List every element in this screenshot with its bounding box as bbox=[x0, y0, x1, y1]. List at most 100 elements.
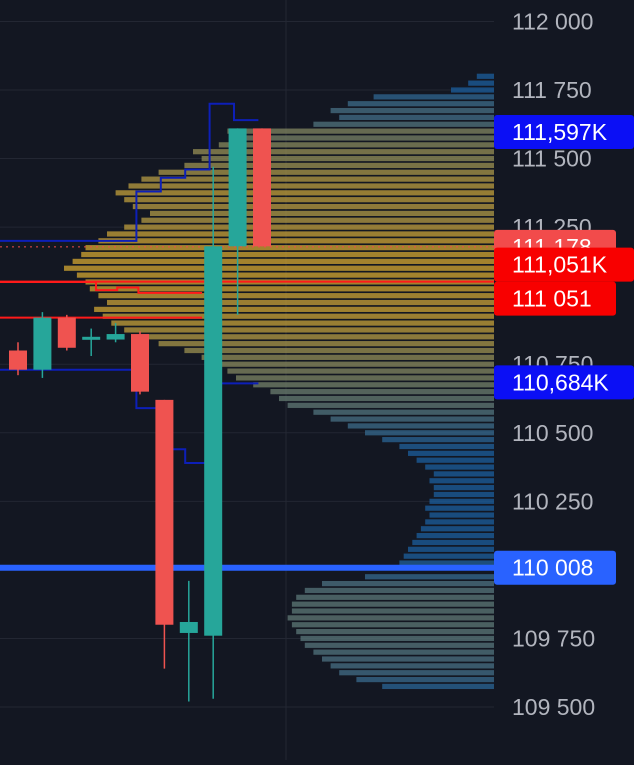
profile-bar bbox=[416, 533, 494, 539]
profile-bar bbox=[304, 587, 494, 594]
profile-bar bbox=[399, 443, 494, 450]
profile-bar bbox=[433, 471, 494, 477]
profile-bar bbox=[214, 361, 494, 367]
profile-bar bbox=[425, 505, 494, 511]
profile-bar bbox=[403, 553, 494, 559]
profile-bar bbox=[150, 210, 494, 216]
volume-profile bbox=[64, 73, 495, 690]
profile-bar bbox=[141, 176, 494, 182]
profile-bar bbox=[339, 670, 494, 676]
profile-bar bbox=[429, 512, 494, 518]
axis-tick-label: 109 750 bbox=[512, 625, 595, 651]
profile-bar bbox=[72, 258, 494, 264]
upper-channel-line bbox=[0, 102, 259, 242]
price-label-bg bbox=[494, 365, 634, 400]
profile-bar bbox=[433, 491, 494, 498]
candle-body[interactable] bbox=[82, 336, 101, 340]
profile-bar bbox=[81, 251, 494, 258]
axis-tick-label: 111 750 bbox=[512, 77, 592, 103]
profile-bar bbox=[322, 581, 494, 587]
profile-bar bbox=[304, 642, 494, 648]
profile-bar bbox=[193, 149, 494, 155]
profile-bar bbox=[322, 656, 494, 662]
profile-bar bbox=[107, 231, 494, 237]
axis-tick-label: 111 500 bbox=[512, 146, 592, 172]
profile-bar bbox=[300, 635, 494, 642]
profile-bar bbox=[287, 615, 494, 621]
price-label-bg bbox=[494, 550, 616, 585]
profile-bar bbox=[330, 663, 494, 669]
price-label-support: 110 008 bbox=[512, 555, 593, 581]
profile-bar bbox=[124, 224, 494, 230]
price-label-lower-band: 111,051K bbox=[512, 252, 608, 278]
profile-bar bbox=[330, 107, 494, 114]
axis-tick-label: 110 250 bbox=[512, 488, 593, 514]
profile-bar bbox=[408, 450, 494, 456]
axis-tick-label: 109 500 bbox=[512, 694, 595, 720]
candle-body[interactable] bbox=[57, 317, 76, 348]
profile-bar bbox=[347, 423, 494, 429]
candle-body[interactable] bbox=[179, 621, 198, 633]
axis-tick-label: 110 500 bbox=[512, 420, 593, 446]
profile-bar bbox=[382, 683, 494, 690]
axis-tick-label: 112 000 bbox=[512, 8, 593, 34]
profile-bar bbox=[296, 594, 494, 600]
candles[interactable] bbox=[9, 128, 271, 702]
profile-bar bbox=[420, 526, 494, 532]
profile-bar bbox=[64, 265, 494, 271]
profile-bar bbox=[227, 128, 494, 134]
profile-bar bbox=[287, 402, 494, 408]
profile-bar bbox=[218, 142, 495, 148]
profile-bar bbox=[94, 306, 494, 312]
price-label-lower-band-price: 111 051 bbox=[512, 286, 592, 312]
profile-bar bbox=[365, 430, 494, 436]
profile-bar bbox=[158, 341, 494, 347]
profile-bar bbox=[433, 485, 494, 491]
profile-bar bbox=[347, 101, 494, 107]
profile-bar bbox=[102, 313, 494, 319]
candle-body[interactable] bbox=[204, 246, 223, 636]
profile-bar bbox=[132, 203, 495, 210]
candle-body[interactable] bbox=[131, 334, 149, 392]
candle-body[interactable] bbox=[228, 128, 247, 247]
candle-body[interactable] bbox=[33, 317, 52, 370]
profile-bar bbox=[279, 395, 494, 402]
profile-bar bbox=[76, 272, 495, 278]
profile-bar bbox=[429, 498, 494, 504]
profile-bar bbox=[291, 601, 494, 607]
candle-body[interactable] bbox=[253, 128, 271, 247]
profile-bar bbox=[339, 114, 494, 121]
profile-bar bbox=[158, 169, 494, 175]
price-label-upper-band: 111,597K bbox=[512, 119, 608, 145]
price-label-bg bbox=[494, 281, 616, 316]
price-label-bg bbox=[494, 247, 634, 282]
profile-bar bbox=[201, 155, 494, 162]
profile-bar bbox=[408, 546, 494, 552]
candle-body[interactable] bbox=[155, 399, 174, 625]
profile-bar bbox=[399, 560, 494, 566]
profile-bar bbox=[365, 574, 494, 580]
profile-bar bbox=[184, 162, 494, 169]
profile-bar bbox=[98, 293, 495, 299]
profile-bar bbox=[184, 347, 494, 354]
profile-bar bbox=[141, 217, 494, 223]
profile-bar bbox=[98, 238, 495, 244]
profile-bar bbox=[416, 457, 494, 463]
price-label-bg bbox=[494, 114, 634, 149]
profile-bar bbox=[85, 245, 494, 251]
profile-bar bbox=[296, 628, 494, 635]
profile-bar bbox=[382, 437, 494, 443]
candle-body[interactable] bbox=[9, 350, 27, 370]
profile-bar bbox=[236, 375, 494, 381]
candle-body[interactable] bbox=[106, 334, 125, 340]
profile-bar bbox=[476, 73, 494, 79]
profile-bar bbox=[115, 190, 494, 196]
profile-bar bbox=[111, 320, 495, 326]
price-label-lower-channel: 110,684K bbox=[512, 369, 609, 395]
profile-bar bbox=[201, 354, 494, 360]
profile-bar bbox=[373, 94, 494, 100]
profile-bar bbox=[425, 519, 494, 525]
